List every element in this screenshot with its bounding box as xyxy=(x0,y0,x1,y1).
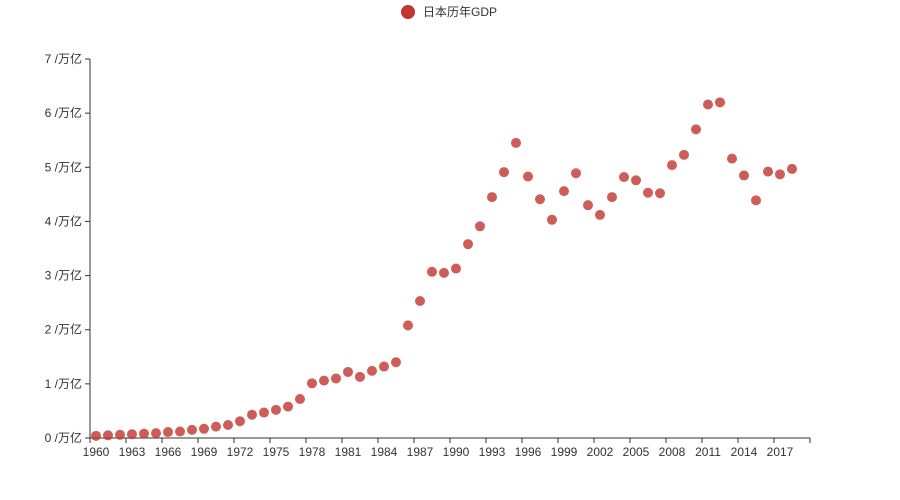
x-tick-label: 1993 xyxy=(479,445,506,459)
data-point[interactable] xyxy=(703,99,713,110)
data-point[interactable] xyxy=(103,430,113,441)
data-point[interactable] xyxy=(355,371,365,382)
data-point[interactable] xyxy=(151,428,161,439)
y-tick-label: 6 /万亿 xyxy=(45,105,82,120)
data-point[interactable] xyxy=(511,137,521,148)
legend-marker[interactable] xyxy=(401,5,415,19)
data-point[interactable] xyxy=(727,153,737,164)
y-tick-label: 3 /万亿 xyxy=(45,268,82,283)
data-point[interactable] xyxy=(307,378,317,389)
x-tick-label: 1972 xyxy=(227,445,254,459)
y-tick-label: 5 /万亿 xyxy=(45,159,82,174)
x-tick-label: 1981 xyxy=(335,445,362,459)
data-point[interactable] xyxy=(439,267,449,278)
x-axis: 1960 1963 1966 1969 1972 1975 1978 1981 1984 1987… xyxy=(83,437,811,459)
legend[interactable]: 日本历年GDP xyxy=(401,5,497,19)
data-point[interactable] xyxy=(607,192,617,203)
data-point[interactable] xyxy=(283,401,293,412)
x-tick-label: 1960 xyxy=(83,445,110,459)
data-point[interactable] xyxy=(391,357,401,368)
data-point[interactable] xyxy=(715,97,725,108)
data-point[interactable] xyxy=(343,366,353,377)
data-point[interactable] xyxy=(271,404,281,415)
data-point[interactable] xyxy=(259,407,269,418)
data-point[interactable] xyxy=(235,416,245,427)
y-tick-label: 7 /万亿 xyxy=(45,51,82,66)
x-tick-label: 1999 xyxy=(551,445,578,459)
x-tick-label: 1987 xyxy=(407,445,434,459)
data-point[interactable] xyxy=(595,209,605,220)
data-point[interactable] xyxy=(451,263,461,274)
data-point[interactable] xyxy=(247,409,257,420)
data-point[interactable] xyxy=(427,266,437,277)
x-tick-label: 1978 xyxy=(299,445,326,459)
data-point[interactable] xyxy=(691,124,701,135)
x-tick-label: 1963 xyxy=(119,445,146,459)
data-point[interactable] xyxy=(223,420,233,431)
y-tick-label: 1 /万亿 xyxy=(45,376,82,391)
x-tick-label: 2017 xyxy=(767,445,794,459)
x-tick-label: 2002 xyxy=(587,445,614,459)
data-point[interactable] xyxy=(331,373,341,384)
data-point[interactable] xyxy=(499,167,509,178)
y-tick-label: 2 /万亿 xyxy=(45,322,82,337)
data-point[interactable] xyxy=(559,186,569,197)
data-point[interactable] xyxy=(295,394,305,405)
data-point[interactable] xyxy=(655,188,665,199)
data-point[interactable] xyxy=(583,200,593,211)
data-point[interactable] xyxy=(475,221,485,232)
x-tick-label: 1966 xyxy=(155,445,182,459)
data-point[interactable] xyxy=(115,429,125,440)
y-tick-label: 4 /万亿 xyxy=(45,213,82,228)
x-tick-label: 1969 xyxy=(191,445,218,459)
x-tick-label: 1984 xyxy=(371,445,398,459)
data-point[interactable] xyxy=(187,424,197,435)
data-point[interactable] xyxy=(679,149,689,160)
data-point[interactable] xyxy=(199,423,209,434)
data-point[interactable] xyxy=(763,166,773,177)
data-point[interactable] xyxy=(535,194,545,205)
data-point[interactable] xyxy=(751,195,761,206)
legend-label[interactable]: 日本历年GDP xyxy=(423,5,497,19)
data-point[interactable] xyxy=(487,192,497,203)
x-tick-label: 1975 xyxy=(263,445,290,459)
x-tick-label: 1996 xyxy=(515,445,542,459)
x-tick-label: 2008 xyxy=(659,445,686,459)
data-point[interactable] xyxy=(367,365,377,376)
x-tick-label: 1990 xyxy=(443,445,470,459)
data-point[interactable] xyxy=(379,361,389,372)
x-tick-label: 2011 xyxy=(695,445,721,459)
data-point[interactable] xyxy=(415,296,425,307)
y-tick-label: 0 /万亿 xyxy=(45,430,82,445)
data-point[interactable] xyxy=(211,421,221,432)
data-point[interactable] xyxy=(787,163,797,174)
data-point[interactable] xyxy=(631,175,641,186)
data-point[interactable] xyxy=(463,239,473,250)
data-point[interactable] xyxy=(523,171,533,182)
data-point[interactable] xyxy=(163,427,173,438)
data-point[interactable] xyxy=(643,187,653,198)
data-point[interactable] xyxy=(775,169,785,180)
x-tick-label: 2005 xyxy=(623,445,650,459)
data-point[interactable] xyxy=(91,430,101,441)
data-point[interactable] xyxy=(139,428,149,439)
data-point[interactable] xyxy=(547,214,557,225)
data-point[interactable] xyxy=(127,429,137,440)
data-point[interactable] xyxy=(571,168,581,179)
x-tick-label: 2014 xyxy=(731,445,758,459)
data-points xyxy=(91,97,797,441)
data-point[interactable] xyxy=(619,172,629,183)
data-point[interactable] xyxy=(403,320,413,331)
data-point[interactable] xyxy=(667,160,677,171)
data-point[interactable] xyxy=(319,375,329,386)
y-axis: 0 /万亿 1 /万亿 2 /万亿 3 /万亿 4 /万亿 5 /万亿 6 /万亿 7 /万亿 xyxy=(45,51,91,445)
data-point[interactable] xyxy=(175,426,185,437)
data-point[interactable] xyxy=(739,170,749,181)
